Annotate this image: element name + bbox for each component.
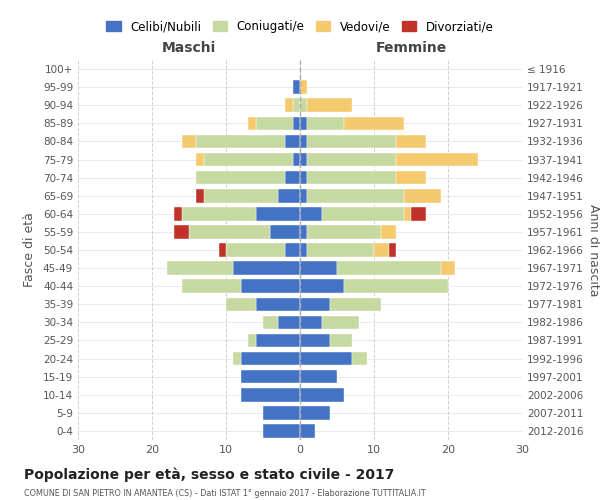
Bar [396,171,426,184]
Bar [196,189,204,202]
Bar [241,352,300,366]
Bar [248,334,256,347]
Bar [256,116,293,130]
Bar [300,171,307,184]
Bar [218,243,226,257]
Bar [293,152,300,166]
Bar [404,207,411,220]
Bar [182,134,196,148]
Y-axis label: Fasce di età: Fasce di età [23,212,36,288]
Bar [307,243,374,257]
Bar [396,134,426,148]
Bar [263,406,300,419]
Legend: Celibi/Nubili, Coniugati/e, Vedovi/e, Divorziati/e: Celibi/Nubili, Coniugati/e, Vedovi/e, Di… [103,16,497,36]
Bar [226,298,256,311]
Bar [256,298,300,311]
Bar [300,243,307,257]
Bar [389,243,396,257]
Bar [329,298,382,311]
Bar [300,352,352,366]
Bar [300,370,337,384]
Bar [396,152,478,166]
Bar [285,171,300,184]
Bar [241,280,300,293]
Bar [300,334,329,347]
Bar [307,134,396,148]
Bar [300,207,322,220]
Bar [300,80,307,94]
Bar [174,207,182,220]
Bar [293,98,300,112]
Bar [307,225,382,238]
Text: COMUNE DI SAN PIETRO IN AMANTEA (CS) - Dati ISTAT 1° gennaio 2017 - Elaborazione: COMUNE DI SAN PIETRO IN AMANTEA (CS) - D… [24,489,425,498]
Bar [256,207,300,220]
Bar [226,243,285,257]
Bar [196,152,204,166]
Bar [204,152,293,166]
Bar [404,189,440,202]
Bar [263,316,278,329]
Bar [337,262,440,275]
Bar [300,134,307,148]
Bar [278,189,300,202]
Bar [233,352,241,366]
Bar [307,116,344,130]
Bar [196,134,285,148]
Bar [374,243,389,257]
Bar [189,225,271,238]
Bar [300,316,322,329]
Bar [300,98,307,112]
Bar [285,98,293,112]
Bar [167,262,233,275]
Text: Femmine: Femmine [376,40,446,54]
Bar [300,189,307,202]
Bar [322,316,359,329]
Bar [300,424,315,438]
Bar [440,262,455,275]
Bar [263,424,300,438]
Bar [241,388,300,402]
Bar [307,171,396,184]
Bar [300,152,307,166]
Bar [300,262,337,275]
Bar [278,316,300,329]
Bar [300,406,329,419]
Bar [300,298,329,311]
Bar [307,152,396,166]
Y-axis label: Anni di nascita: Anni di nascita [587,204,600,296]
Bar [322,207,404,220]
Bar [204,189,278,202]
Bar [293,80,300,94]
Bar [344,116,404,130]
Bar [300,116,307,130]
Text: Popolazione per età, sesso e stato civile - 2017: Popolazione per età, sesso e stato civil… [24,468,394,482]
Bar [307,189,404,202]
Bar [285,243,300,257]
Bar [256,334,300,347]
Bar [300,388,344,402]
Bar [300,225,307,238]
Bar [382,225,396,238]
Bar [285,134,300,148]
Bar [241,370,300,384]
Bar [293,116,300,130]
Bar [174,225,189,238]
Text: Maschi: Maschi [162,40,216,54]
Bar [307,98,352,112]
Bar [411,207,426,220]
Bar [329,334,352,347]
Bar [182,280,241,293]
Bar [352,352,367,366]
Bar [196,171,285,184]
Bar [271,225,300,238]
Bar [233,262,300,275]
Bar [182,207,256,220]
Bar [248,116,256,130]
Bar [300,280,344,293]
Bar [344,280,448,293]
